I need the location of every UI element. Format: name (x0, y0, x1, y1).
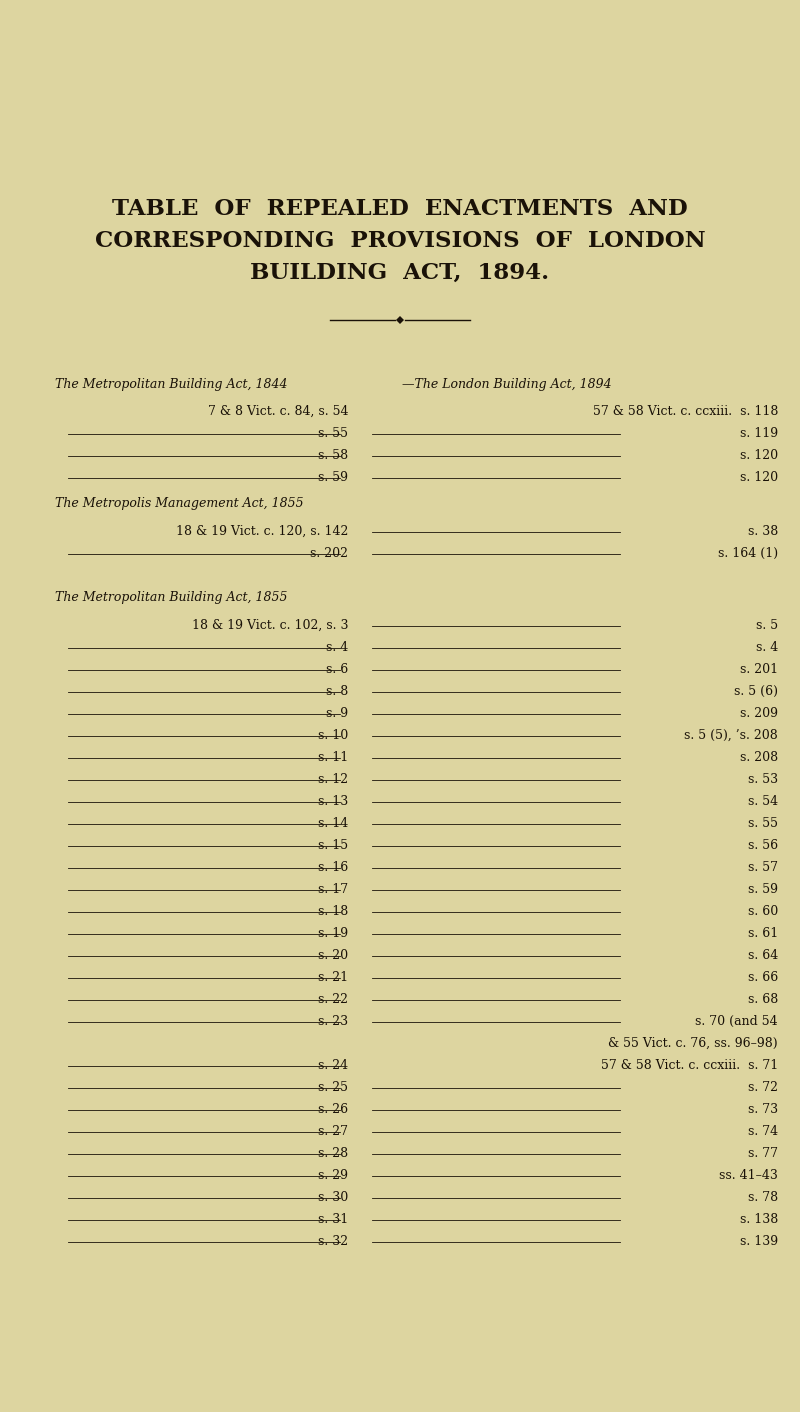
Text: s. 73: s. 73 (748, 1103, 778, 1115)
Text: s. 4: s. 4 (326, 641, 348, 654)
Text: s. 59: s. 59 (318, 472, 348, 484)
Text: s. 16: s. 16 (318, 861, 348, 874)
Text: s. 64: s. 64 (748, 949, 778, 962)
Text: BUILDING  ACT,  1894.: BUILDING ACT, 1894. (250, 263, 550, 284)
Text: s. 68: s. 68 (748, 993, 778, 1005)
Text: s. 53: s. 53 (748, 772, 778, 786)
Text: s. 15: s. 15 (318, 839, 348, 851)
Text: s. 72: s. 72 (748, 1082, 778, 1094)
Text: The Metropolitan Building Act, 1855: The Metropolitan Building Act, 1855 (55, 592, 287, 604)
Text: s. 9: s. 9 (326, 707, 348, 720)
Text: s. 74: s. 74 (748, 1125, 778, 1138)
Text: CORRESPONDING  PROVISIONS  OF  LONDON: CORRESPONDING PROVISIONS OF LONDON (94, 230, 706, 251)
Text: s. 54: s. 54 (748, 795, 778, 808)
Text: s. 202: s. 202 (310, 546, 348, 561)
Text: s. 120: s. 120 (740, 472, 778, 484)
Text: s. 10: s. 10 (318, 729, 348, 741)
Text: The Metropolitan Building Act, 1844: The Metropolitan Building Act, 1844 (55, 378, 287, 391)
Text: —The London Building Act, 1894: —The London Building Act, 1894 (402, 378, 612, 391)
Text: 18 & 19 Vict. c. 102, s. 3: 18 & 19 Vict. c. 102, s. 3 (191, 618, 348, 633)
Text: s. 26: s. 26 (318, 1103, 348, 1115)
Text: s. 21: s. 21 (318, 971, 348, 984)
Text: s. 60: s. 60 (748, 905, 778, 918)
Text: s. 78: s. 78 (748, 1190, 778, 1204)
Text: s. 18: s. 18 (318, 905, 348, 918)
Text: s. 22: s. 22 (318, 993, 348, 1005)
Text: s. 208: s. 208 (740, 751, 778, 764)
Text: The Metropolis Management Act, 1855: The Metropolis Management Act, 1855 (55, 497, 304, 510)
Text: s. 31: s. 31 (318, 1213, 348, 1226)
Text: s. 66: s. 66 (748, 971, 778, 984)
Text: s. 25: s. 25 (318, 1082, 348, 1094)
Text: s. 209: s. 209 (740, 707, 778, 720)
Text: s. 120: s. 120 (740, 449, 778, 462)
Text: s. 61: s. 61 (748, 928, 778, 940)
Text: 57 & 58 Vict. c. ccxiii.  s. 118: 57 & 58 Vict. c. ccxiii. s. 118 (593, 405, 778, 418)
Text: s. 6: s. 6 (326, 664, 348, 676)
Text: 7 & 8 Vict. c. 84, s. 54: 7 & 8 Vict. c. 84, s. 54 (207, 405, 348, 418)
Text: s. 30: s. 30 (318, 1190, 348, 1204)
Text: s. 20: s. 20 (318, 949, 348, 962)
Text: s. 14: s. 14 (318, 818, 348, 830)
Text: s. 56: s. 56 (748, 839, 778, 851)
Text: s. 59: s. 59 (748, 882, 778, 897)
Text: s. 27: s. 27 (318, 1125, 348, 1138)
Text: s. 5: s. 5 (756, 618, 778, 633)
Text: 18 & 19 Vict. c. 120, s. 142: 18 & 19 Vict. c. 120, s. 142 (176, 525, 348, 538)
Text: s. 13: s. 13 (318, 795, 348, 808)
Text: TABLE  OF  REPEALED  ENACTMENTS  AND: TABLE OF REPEALED ENACTMENTS AND (112, 198, 688, 220)
Text: s. 28: s. 28 (318, 1147, 348, 1161)
Text: s. 58: s. 58 (318, 449, 348, 462)
Text: s. 119: s. 119 (740, 426, 778, 441)
Text: s. 23: s. 23 (318, 1015, 348, 1028)
Text: s. 55: s. 55 (748, 818, 778, 830)
Text: s. 12: s. 12 (318, 772, 348, 786)
Text: & 55 Vict. c. 76, ss. 96–98): & 55 Vict. c. 76, ss. 96–98) (608, 1036, 778, 1051)
Text: s. 24: s. 24 (318, 1059, 348, 1072)
Text: s. 29: s. 29 (318, 1169, 348, 1182)
Text: s. 201: s. 201 (740, 664, 778, 676)
Text: s. 19: s. 19 (318, 928, 348, 940)
Text: s. 55: s. 55 (318, 426, 348, 441)
Text: s. 5 (5), ’s. 208: s. 5 (5), ’s. 208 (684, 729, 778, 741)
Text: s. 11: s. 11 (318, 751, 348, 764)
Text: s. 77: s. 77 (748, 1147, 778, 1161)
Text: s. 138: s. 138 (740, 1213, 778, 1226)
Text: s. 5 (6): s. 5 (6) (734, 685, 778, 698)
Text: s. 70 (and 54: s. 70 (and 54 (695, 1015, 778, 1028)
Text: s. 139: s. 139 (740, 1236, 778, 1248)
Text: 57 & 58 Vict. c. ccxiii.  s. 71: 57 & 58 Vict. c. ccxiii. s. 71 (601, 1059, 778, 1072)
Text: s. 38: s. 38 (748, 525, 778, 538)
Text: s. 57: s. 57 (748, 861, 778, 874)
Text: s. 17: s. 17 (318, 882, 348, 897)
Text: s. 8: s. 8 (326, 685, 348, 698)
Text: s. 164 (1): s. 164 (1) (718, 546, 778, 561)
Text: s. 32: s. 32 (318, 1236, 348, 1248)
Text: s. 4: s. 4 (756, 641, 778, 654)
Text: ss. 41–43: ss. 41–43 (719, 1169, 778, 1182)
